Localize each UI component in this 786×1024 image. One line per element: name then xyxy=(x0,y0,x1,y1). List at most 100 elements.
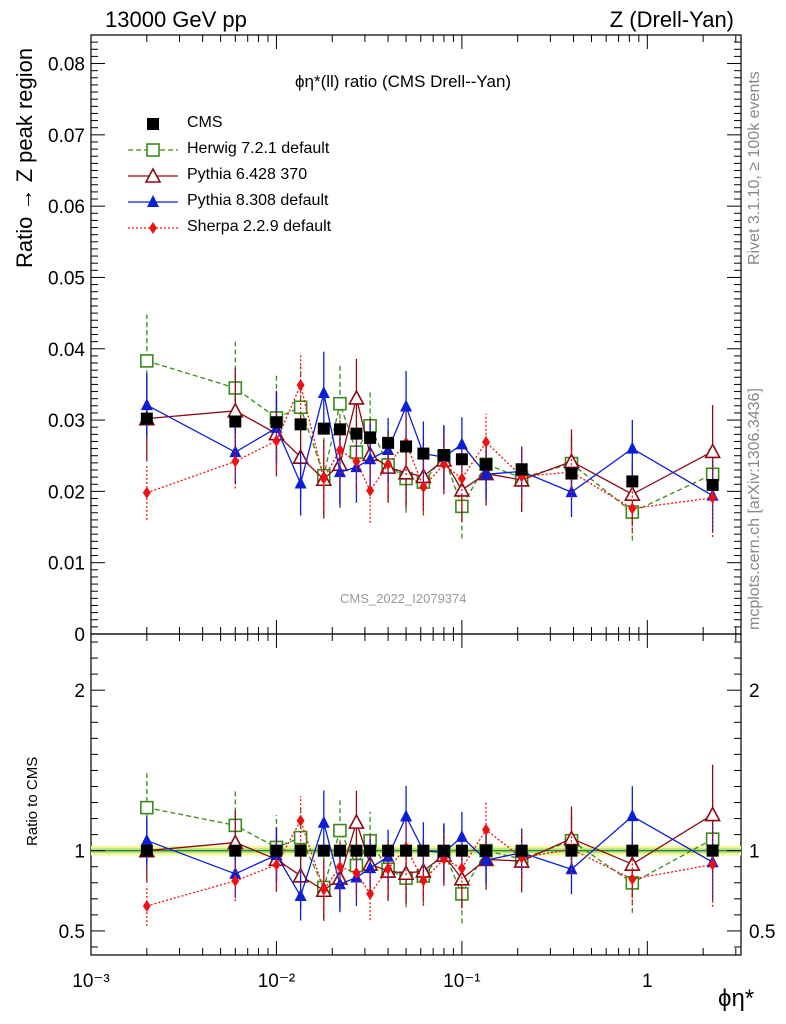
main-data-point xyxy=(226,402,244,418)
ratio-data-point xyxy=(704,805,721,822)
ratio-series-line xyxy=(146,819,713,907)
ratio-data-point xyxy=(364,861,377,874)
ratio-data-point xyxy=(350,844,363,857)
ratio-tick-label-right: 0.5 xyxy=(749,922,775,943)
legend-label: Sherpa 2.2.9 default xyxy=(187,218,332,235)
ratio-data-point xyxy=(317,815,330,828)
main-data-point xyxy=(140,398,153,411)
main-data-point xyxy=(333,423,346,436)
y-tick-label: 0.03 xyxy=(48,411,85,432)
main-data-point xyxy=(348,389,365,405)
ratio-data-point xyxy=(140,800,154,815)
y-tick-label: 0.05 xyxy=(48,268,85,289)
main-data-point xyxy=(417,447,430,460)
main-data-point xyxy=(317,385,330,398)
ratio-data-point xyxy=(482,823,491,836)
main-data-point xyxy=(706,478,719,491)
main-data-point xyxy=(628,502,637,515)
main-data-point xyxy=(350,427,363,440)
ratio-data-point xyxy=(626,809,639,822)
ratio-data-point xyxy=(352,866,361,879)
beam-energy-label: 13000 GeV pp xyxy=(105,7,247,32)
process-label: Z (Drell-Yan) xyxy=(609,7,734,32)
ratio-tick-label-left: 1 xyxy=(74,842,85,863)
y-tick-label: 0.01 xyxy=(48,554,85,575)
ratio-panel-frame xyxy=(90,633,742,956)
ratio-data-point xyxy=(317,844,330,857)
rivet-version-label: Rivet 3.1.10, ≥ 100k events xyxy=(746,71,763,265)
main-data-point xyxy=(364,431,377,444)
main-data-point xyxy=(419,481,428,494)
main-data-point xyxy=(397,464,415,480)
ratio-panel-series xyxy=(138,764,721,927)
main-data-point xyxy=(515,463,528,476)
main-series-line xyxy=(146,392,713,497)
y-tick-label: 0 xyxy=(74,625,85,646)
mcplots-credit-label: mcplots.cern.ch [arXiv:1306.3436] xyxy=(746,388,763,630)
x-axis-label: ϕη* xyxy=(718,985,755,1012)
main-data-point xyxy=(626,475,639,488)
ratio-data-point xyxy=(515,844,528,857)
main-data-point xyxy=(294,418,307,431)
plot-title: ϕη*(ll) ratio (CMS Drell--Yan) xyxy=(295,72,512,91)
ratio-data-point xyxy=(419,874,428,887)
main-data-point xyxy=(400,440,413,453)
ratio-series-line xyxy=(146,814,713,898)
ratio-data-point xyxy=(417,844,430,857)
main-data-point xyxy=(335,444,344,457)
main-data-point xyxy=(455,453,468,466)
ratio-data-point xyxy=(364,844,377,857)
ratio-data-point xyxy=(455,829,468,842)
ratio-data-point xyxy=(382,844,395,857)
legend-marker xyxy=(146,143,160,157)
y-tick-label: 0.08 xyxy=(48,55,85,76)
ratio-data-point xyxy=(333,823,347,838)
main-series-line xyxy=(146,397,713,495)
ratio-data-point xyxy=(366,887,375,900)
ratio-data-point xyxy=(400,809,413,822)
main-data-point xyxy=(626,441,639,454)
ratio-data-point xyxy=(231,874,240,887)
ratio-data-point xyxy=(140,844,153,857)
legend-marker xyxy=(144,167,162,183)
ratio-data-point xyxy=(270,844,283,857)
ratio-data-point xyxy=(384,862,393,875)
x-tick-label: 10⁻¹ xyxy=(443,971,481,992)
main-data-point xyxy=(382,443,395,456)
ratio-tick-label-right: 1 xyxy=(749,842,760,863)
main-data-point xyxy=(439,458,448,471)
ratio-data-point xyxy=(140,833,153,846)
ratio-data-point xyxy=(480,844,493,857)
ratio-data-point xyxy=(626,844,639,857)
ratio-tick-label-right: 2 xyxy=(749,681,760,702)
ratio-data-point xyxy=(437,844,450,857)
main-y-axis-label: Ratio → Z peak region xyxy=(12,47,37,268)
x-tick-label: 10⁻³ xyxy=(72,971,110,992)
main-data-point xyxy=(352,455,361,468)
main-data-point xyxy=(708,491,717,504)
main-panel-series xyxy=(138,314,721,541)
ratio-data-point xyxy=(397,864,415,881)
ratio-data-point xyxy=(706,844,719,857)
ratio-series-cms xyxy=(140,844,719,857)
main-data-point xyxy=(294,476,307,489)
main-data-point xyxy=(457,472,466,485)
ratio-data-point xyxy=(348,813,365,829)
main-series-sherpa-2-2-9-default xyxy=(142,353,717,538)
ratio-data-point xyxy=(294,888,307,901)
ratio-data-point xyxy=(333,844,346,857)
ratio-data-point xyxy=(628,873,637,886)
ratio-data-point xyxy=(294,844,307,857)
legend-label: CMS xyxy=(187,114,223,131)
y-tick-label: 0.07 xyxy=(48,126,85,147)
ratio-data-point xyxy=(272,858,281,871)
main-data-point xyxy=(565,467,578,480)
ratio-data-point xyxy=(455,844,468,857)
main-data-point xyxy=(400,399,413,412)
main-data-point xyxy=(455,437,468,450)
ratio-data-point xyxy=(335,860,344,873)
main-series-line xyxy=(146,383,713,510)
ratio-tick-label-left: 0.5 xyxy=(59,922,85,943)
main-data-point xyxy=(319,472,328,485)
y-tick-label: 0.02 xyxy=(48,482,85,503)
